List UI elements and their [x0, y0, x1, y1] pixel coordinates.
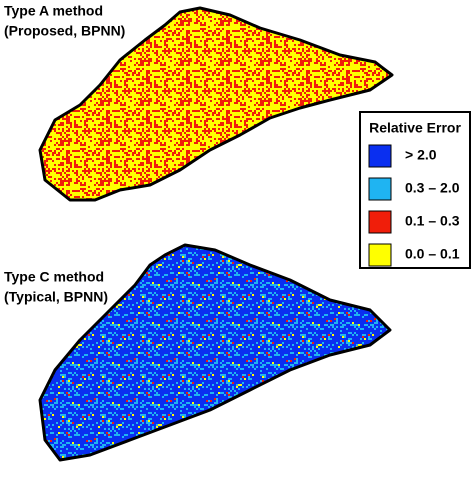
legend-label: 0.0 – 0.1: [405, 246, 460, 262]
panel-title: Type A method: [4, 3, 103, 19]
legend-label: 0.1 – 0.3: [405, 213, 460, 229]
legend-label: > 2.0: [405, 147, 437, 163]
watershed-region: [38, 6, 394, 202]
legend-swatch: [368, 177, 392, 201]
legend-swatch: [368, 243, 392, 267]
legend-title: Relative Error: [369, 120, 461, 136]
legend-label: 0.3 – 2.0: [405, 180, 460, 196]
panel-subtitle: (Typical, BPNN): [4, 289, 108, 305]
legend-swatch: [368, 144, 392, 168]
panel-subtitle: (Proposed, BPNN): [4, 23, 125, 39]
watershed-region: [38, 243, 392, 462]
legend-swatch: [368, 210, 392, 234]
panel-title: Type C method: [4, 269, 104, 285]
